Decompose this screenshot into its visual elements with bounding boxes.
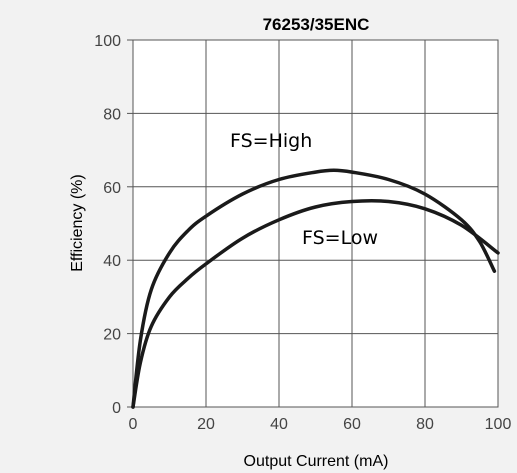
chart-title: 76253/35ENC bbox=[263, 15, 370, 34]
x-tick-label: 60 bbox=[343, 416, 361, 433]
y-tick-label: 80 bbox=[103, 106, 121, 123]
annotation-fs-low: FS=Low bbox=[302, 227, 378, 249]
plot-area bbox=[133, 40, 498, 407]
y-tick-label: 60 bbox=[103, 180, 121, 197]
x-tick-label: 0 bbox=[129, 416, 138, 433]
y-tick-label: 40 bbox=[103, 253, 121, 270]
y-tick-label: 20 bbox=[103, 327, 121, 344]
y-tick-label: 0 bbox=[112, 400, 121, 417]
x-tick-label: 20 bbox=[197, 416, 215, 433]
annotation-fs-high: FS=High bbox=[230, 130, 312, 152]
x-axis-label: Output Current (mA) bbox=[244, 453, 389, 470]
x-tick-label: 100 bbox=[485, 416, 512, 433]
y-tick-label: 100 bbox=[94, 33, 121, 50]
x-tick-label: 40 bbox=[270, 416, 288, 433]
y-axis-label: Efficiency (%) bbox=[69, 174, 86, 272]
x-tick-label: 80 bbox=[416, 416, 434, 433]
